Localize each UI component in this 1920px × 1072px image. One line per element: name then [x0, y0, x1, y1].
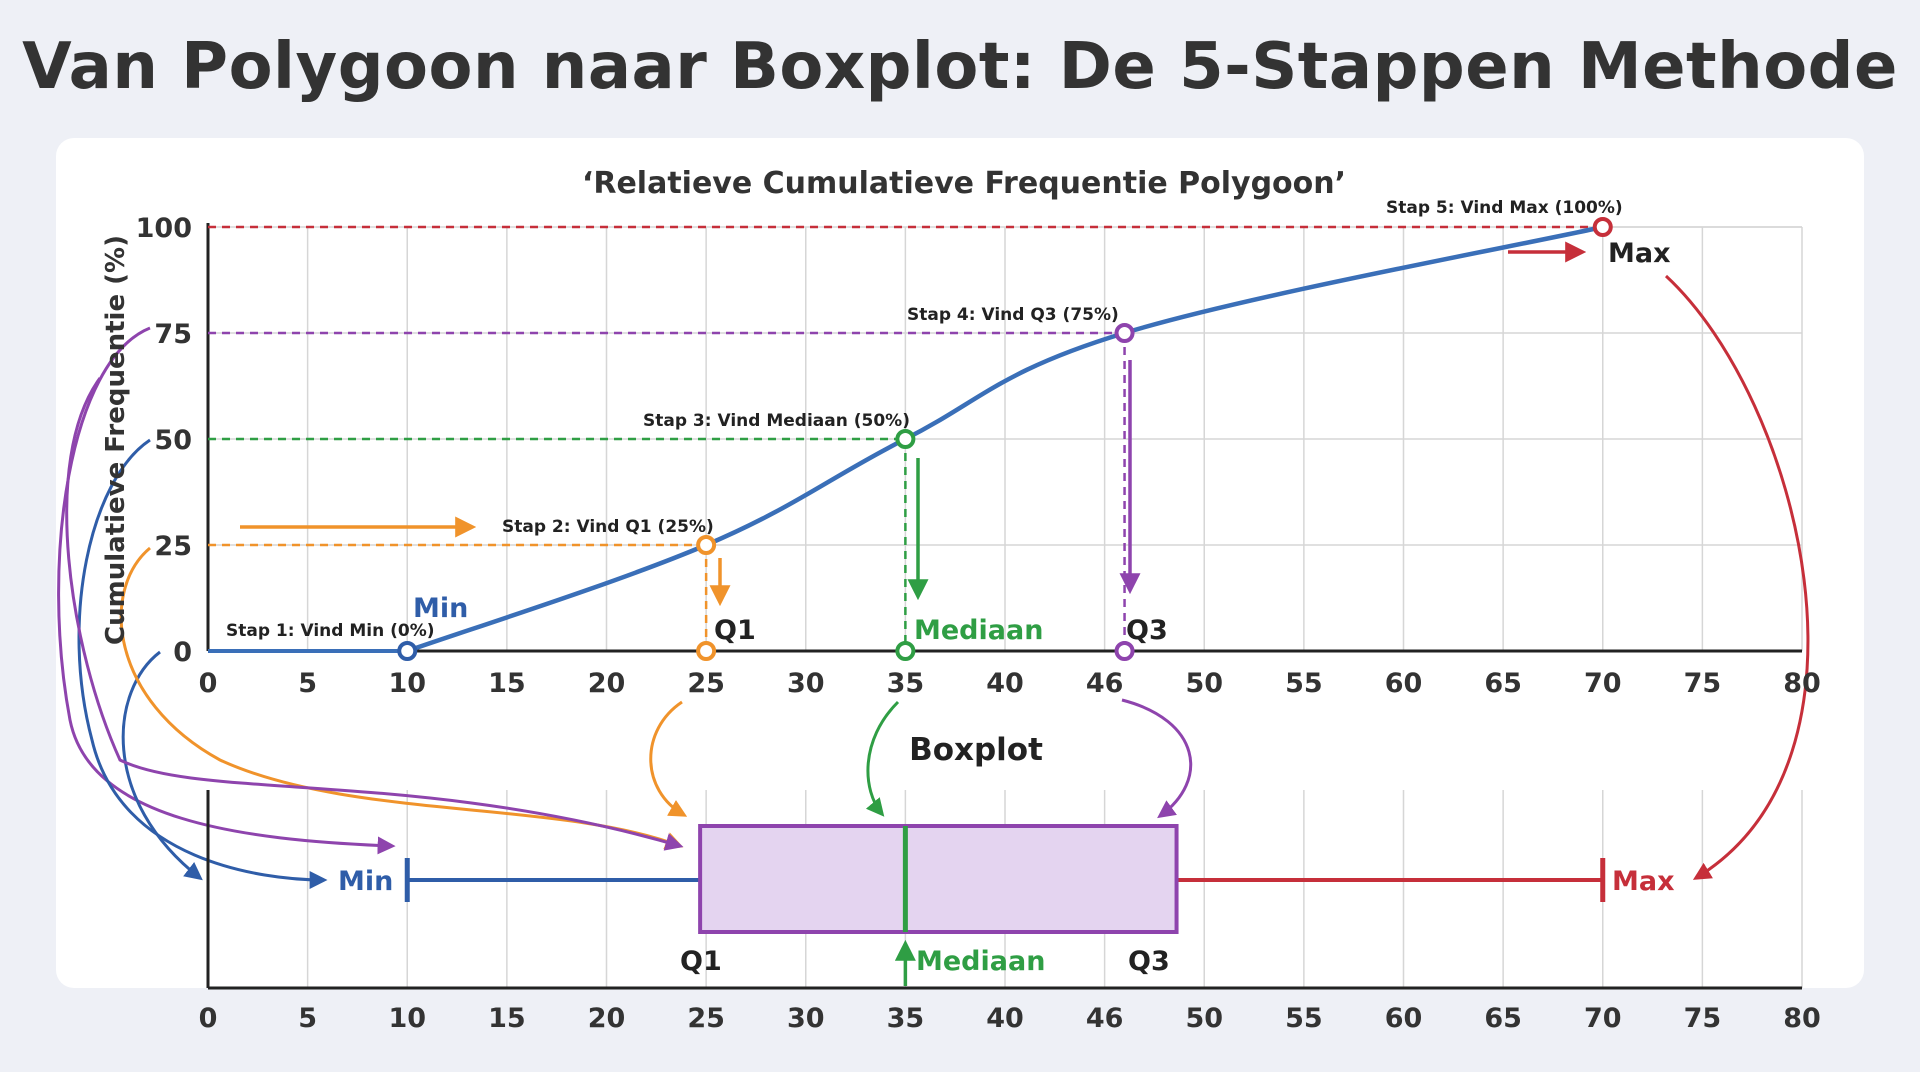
- y-tick-label: 50: [154, 425, 192, 456]
- polygon-chart: ‘Relatieve Cumulatieve Frequentie Polygo…: [101, 166, 1821, 699]
- boxplot-label-q3: Q3: [1128, 946, 1170, 977]
- boxplot-label-q1: Q1: [680, 946, 722, 977]
- marker-label-q3: Q3: [1126, 615, 1168, 646]
- step-label: Stap 1: Vind Min (0%): [226, 621, 435, 641]
- y-tick-label: 100: [136, 213, 192, 244]
- boxplot-x-tick-label: 75: [1684, 1003, 1722, 1034]
- boxplot-x-tick-label: 55: [1285, 1003, 1323, 1034]
- x-tick-label: 40: [986, 668, 1024, 699]
- connector-min-left-2: [121, 650, 203, 881]
- boxplot-x-tick-label: 40: [986, 1003, 1024, 1034]
- boxplot-chart: Boxplot Min Q1 Mediaan Q3 Max 0 5 10 15 20 25 30 35 40…: [199, 732, 1821, 1034]
- x-tick-label: 46: [1086, 668, 1124, 699]
- x-tick-label: 10: [388, 668, 426, 699]
- boxplot-label-max: Max: [1612, 866, 1675, 897]
- boxplot-x-tick-label: 15: [488, 1003, 526, 1034]
- connector-q3-box: [65, 377, 684, 851]
- step-point-min: [397, 641, 418, 661]
- connector-q1: [649, 700, 688, 817]
- connector-arrows: [57, 274, 1810, 889]
- x-tick-label: 60: [1385, 668, 1423, 699]
- connector-max: [1664, 274, 1810, 880]
- cumulative-curve: [405, 224, 1605, 654]
- connector-q3-left: [57, 326, 396, 855]
- boxplot-x-tick-label: 65: [1484, 1003, 1522, 1034]
- marker-label-q1: Q1: [714, 615, 756, 646]
- step-label: Stap 2: Vind Q1 (25%): [502, 517, 714, 537]
- y-tick-label: 0: [173, 637, 192, 668]
- x-tick-label: 35: [887, 668, 925, 699]
- boxplot-x-tick-label: 46: [1086, 1003, 1124, 1034]
- boxplot-x-tick-label: 10: [388, 1003, 426, 1034]
- chart-title: ‘Relatieve Cumulatieve Frequentie Polygo…: [582, 166, 1346, 201]
- marker-label-min: Min: [413, 593, 468, 624]
- x-tick-label: 30: [787, 668, 825, 699]
- x-tick-label: 25: [687, 668, 725, 699]
- axis-point-q3: [1114, 641, 1135, 661]
- step-label: Stap 5: Vind Max (100%): [1386, 198, 1623, 218]
- boxplot-x-tick-label: 30: [787, 1003, 825, 1034]
- x-tick-label: 20: [588, 668, 626, 699]
- page-title: Van Polygoon naar Boxplot: De 5-Stappen …: [22, 30, 1898, 104]
- step-point-q3: [1114, 323, 1135, 343]
- connector-min-left: [77, 438, 328, 889]
- marker-label-median: Mediaan: [914, 615, 1043, 646]
- boxplot-x-tick-label: 80: [1783, 1003, 1821, 1034]
- axis-point-median: [895, 641, 916, 661]
- x-tick-label: 15: [488, 668, 526, 699]
- boxplot-label-min: Min: [338, 866, 393, 897]
- connector-q1-left: [119, 546, 684, 850]
- y-axis-label: Cumulatieve Frequentie (%): [101, 235, 131, 645]
- x-tick-label: 0: [199, 668, 218, 699]
- boxplot-x-tick-label: 60: [1385, 1003, 1423, 1034]
- x-tick-label: 70: [1584, 668, 1622, 699]
- x-tick-label: 65: [1484, 668, 1522, 699]
- marker-label-max: Max: [1608, 238, 1671, 269]
- step-point-max: [1592, 217, 1613, 237]
- boxplot-x-tick-label: 70: [1584, 1003, 1622, 1034]
- connector-q3: [1121, 698, 1193, 819]
- x-tick-label: 75: [1684, 668, 1722, 699]
- boxplot-title: Boxplot: [909, 732, 1043, 768]
- step-point-q1: [696, 535, 717, 555]
- boxplot-x-tick-label: 25: [687, 1003, 725, 1034]
- x-tick-label: 80: [1783, 668, 1821, 699]
- x-tick-label: 55: [1285, 668, 1323, 699]
- y-tick-label: 75: [154, 319, 192, 350]
- connector-median: [865, 700, 900, 817]
- boxplot-x-tick-label: 20: [588, 1003, 626, 1034]
- boxplot-x-tick-label: 0: [199, 1003, 218, 1034]
- x-tick-label: 50: [1185, 668, 1223, 699]
- boxplot-x-tick-label: 35: [887, 1003, 925, 1034]
- boxplot-x-tick-label: 50: [1185, 1003, 1223, 1034]
- boxplot-label-median: Mediaan: [916, 946, 1045, 977]
- box-iqr: [698, 824, 1179, 934]
- x-tick-label: 5: [298, 668, 317, 699]
- step-label: Stap 3: Vind Mediaan (50%): [643, 411, 910, 431]
- y-tick-label: 25: [154, 531, 192, 562]
- boxplot-x-tick-label: 5: [298, 1003, 317, 1034]
- axis-point-q1: [696, 641, 717, 661]
- step-point-median: [895, 429, 916, 449]
- step-label: Stap 4: Vind Q3 (75%): [907, 305, 1119, 325]
